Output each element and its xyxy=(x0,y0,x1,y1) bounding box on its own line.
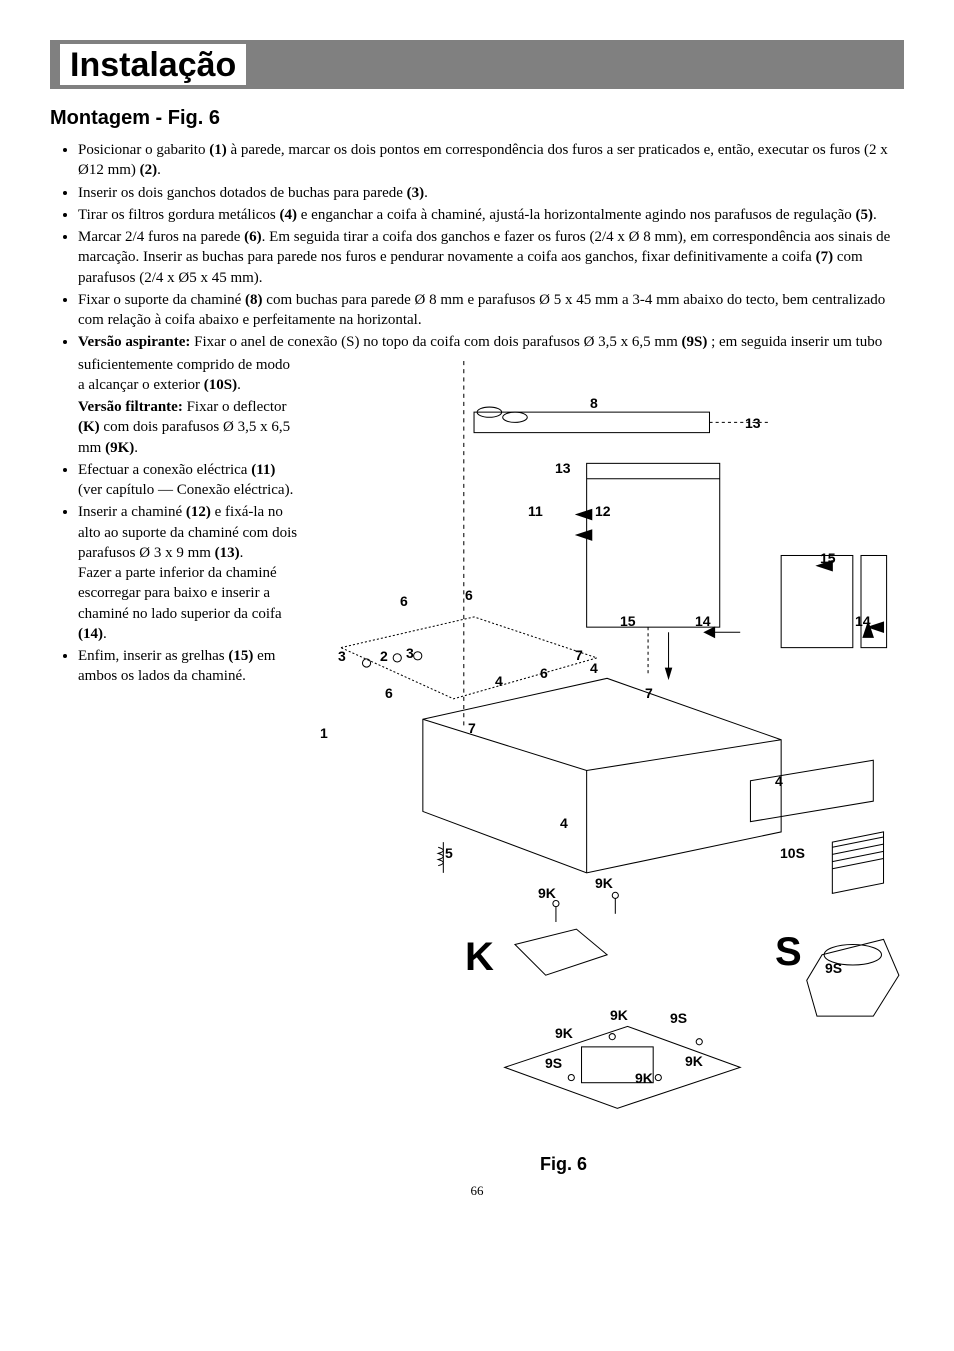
instruction-item: Marcar 2/4 furos na parede (6). Em segui… xyxy=(78,227,904,288)
diagram-label: 11 xyxy=(528,503,543,519)
diagram-label: 6 xyxy=(465,587,473,603)
instruction-item: Efectuar a conexão eléctrica (11) (ver c… xyxy=(78,460,300,501)
instruction-item: Inserir a chaminé (12) e fixá-la no alto… xyxy=(78,502,300,644)
diagram-label: 9K xyxy=(555,1025,573,1041)
instruction-item: Versão aspirante: Fixar o anel de conexã… xyxy=(78,332,904,352)
diagram-svg xyxy=(300,355,904,1145)
diagram-label: 5 xyxy=(445,845,453,861)
diagram-label: 7 xyxy=(645,685,653,701)
diagram-label: 14 xyxy=(695,613,711,629)
diagram-label: 6 xyxy=(540,665,548,681)
left-column: suficientemente comprido de modo a alcan… xyxy=(50,355,300,689)
title-bar: Instalação xyxy=(50,40,904,89)
diagram-label: 4 xyxy=(775,773,783,789)
figure-caption: Fig. 6 xyxy=(540,1154,587,1175)
page-number: 66 xyxy=(50,1183,904,1199)
instruction-item: Inserir os dois ganchos dotados de bucha… xyxy=(78,183,904,203)
figure-area: 81313111215661514143237644671744510S9K9K… xyxy=(300,355,904,1175)
diagram-label: 6 xyxy=(385,685,393,701)
diagram-label: 2 xyxy=(380,648,388,664)
diagram-label: 13 xyxy=(555,460,571,476)
diagram-label: 4 xyxy=(590,660,598,676)
title-inner: Instalação xyxy=(60,44,246,85)
diagram-label: 9S xyxy=(825,960,842,976)
diagram-label: 7 xyxy=(575,647,583,663)
instructions-list-top: Posicionar o gabarito (1) à parede, marc… xyxy=(60,140,904,353)
diagram-label: 3 xyxy=(406,645,414,661)
instruction-continuation: suficientemente comprido de modo a alcan… xyxy=(78,355,300,396)
section-heading: Montagem - Fig. 6 xyxy=(50,107,904,130)
instruction-item: Tirar os filtros gordura metálicos (4) e… xyxy=(78,205,904,225)
instruction-continuation: Versão filtrante: Fixar o deflector (K) … xyxy=(78,397,300,458)
diagram-label: 9K xyxy=(610,1007,628,1023)
instructions-list-left: Efectuar a conexão eléctrica (11) (ver c… xyxy=(60,460,300,687)
diagram-label: 10S xyxy=(780,845,805,861)
diagram-label: 9K xyxy=(595,875,613,891)
diagram-label: 7 xyxy=(468,720,476,736)
diagram-label: 9K xyxy=(635,1070,653,1086)
diagram-label: 8 xyxy=(590,395,598,411)
diagram-label: 15 xyxy=(620,613,636,629)
diagram-label: 1 xyxy=(320,725,328,741)
diagram-label: 4 xyxy=(560,815,568,831)
diagram-label: 9S xyxy=(545,1055,562,1071)
diagram-label: 13 xyxy=(745,415,761,431)
diagram-big-label: S xyxy=(775,930,802,975)
diagram-label: 15 xyxy=(820,550,836,566)
diagram-big-label: K xyxy=(465,935,494,980)
page-title: Instalação xyxy=(70,46,236,84)
diagram: 81313111215661514143237644671744510S9K9K… xyxy=(300,355,904,1145)
instruction-item: Enfim, inserir as grelhas (15) em ambos … xyxy=(78,646,300,687)
diagram-label: 9K xyxy=(685,1053,703,1069)
diagram-label: 4 xyxy=(495,673,503,689)
diagram-label: 9S xyxy=(670,1010,687,1026)
diagram-label: 12 xyxy=(595,503,611,519)
diagram-label: 14 xyxy=(855,613,871,629)
instruction-item: Posicionar o gabarito (1) à parede, marc… xyxy=(78,140,904,181)
diagram-label: 6 xyxy=(400,593,408,609)
instruction-item: Fixar o suporte da chaminé (8) com bucha… xyxy=(78,290,904,331)
diagram-label: 3 xyxy=(338,648,346,664)
diagram-label: 9K xyxy=(538,885,556,901)
